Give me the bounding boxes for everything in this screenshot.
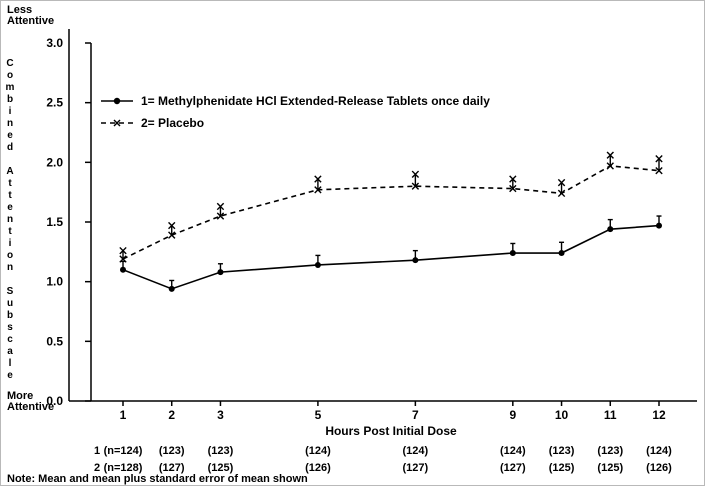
x-axis-title: Hours Post Initial Dose	[325, 424, 457, 438]
sample-size-value: (127)	[159, 462, 185, 474]
axis-end-label-more-line2: Attentive	[7, 401, 54, 413]
x-marker	[314, 175, 322, 183]
data-point-marker	[120, 266, 126, 273]
footnote: Note: Mean and mean plus standard error …	[7, 473, 308, 485]
x-marker	[119, 246, 127, 255]
sample-size-value: (125)	[208, 462, 234, 474]
x-marker	[411, 182, 420, 190]
series-line-2	[122, 165, 660, 260]
plot-series	[119, 151, 663, 292]
data-point-marker	[509, 250, 516, 257]
sample-size-value: (126)	[646, 462, 672, 474]
x-axis-ticks: 1 2 3 5 7 9 10 11 12	[120, 401, 666, 422]
x-marker	[216, 202, 225, 211]
sample-size-value: (123)	[597, 445, 623, 457]
x-marker	[606, 162, 614, 170]
axis-end-label-less-line1: Less	[7, 4, 32, 16]
legend-x-marker-placebo	[113, 119, 121, 127]
x-tick-label: 5	[315, 408, 322, 422]
x-tick-label: 10	[555, 408, 569, 422]
sample-size-value: (123)	[159, 445, 185, 457]
sample-size-table: 1 (n=124) (123) (123) (124) (124) (124) (123) (1…	[94, 445, 672, 474]
legend-label-placebo: 2= Placebo	[141, 116, 204, 130]
data-point-marker	[314, 261, 321, 268]
data-point-marker	[217, 269, 224, 276]
x-marker	[557, 178, 566, 187]
x-marker	[119, 255, 127, 263]
sample-size-value: (125)	[549, 462, 575, 474]
sample-size-value: (123)	[549, 445, 575, 457]
y-axis-title: Combined Attention Subscale	[4, 58, 16, 382]
sample-size-value: (124)	[305, 445, 331, 457]
x-tick-label: 2	[168, 408, 175, 422]
data-point-marker	[607, 226, 614, 233]
y-tick-label: 2.5	[46, 96, 63, 110]
sample-size-value: (n=128)	[104, 462, 143, 474]
sample-size-value: (127)	[403, 462, 429, 474]
axis-end-label-less-line2: Attentive	[7, 15, 54, 27]
x-marker	[606, 151, 614, 159]
legend: 1= Methylphenidate HCl Extended-Release …	[101, 94, 490, 130]
legend-marker-drug	[113, 97, 121, 105]
sample-size-value: (125)	[597, 462, 623, 474]
y-tick-label: 1.0	[46, 275, 63, 289]
x-tick-label: 9	[509, 408, 516, 422]
x-tick-label: 12	[652, 408, 666, 422]
x-marker	[216, 212, 225, 220]
data-point-marker	[412, 257, 419, 264]
legend-label-drug: 1= Methylphenidate HCl Extended-Release …	[141, 94, 490, 108]
x-marker	[557, 189, 566, 198]
x-marker	[411, 170, 420, 178]
data-point-marker	[168, 285, 175, 292]
y-tick-label: 1.5	[46, 215, 63, 229]
x-marker	[655, 166, 663, 175]
y-tick-label: 0.0	[46, 394, 63, 408]
x-marker	[168, 231, 176, 239]
x-tick-label: 1	[120, 408, 127, 422]
y-tick-label: 0.5	[46, 334, 63, 348]
sample-size-value: (124)	[500, 445, 526, 457]
x-marker	[509, 184, 517, 193]
data-point-marker	[558, 250, 565, 257]
sample-size-value: (123)	[208, 445, 234, 457]
data-point-marker	[656, 222, 662, 229]
sample-size-value: (124)	[403, 445, 429, 457]
sample-size-value: (126)	[305, 462, 331, 474]
sample-size-row-label: 2	[94, 462, 100, 474]
series-line-1	[122, 224, 660, 290]
y-axis-ticks: 0.0 0.5 1.0 1.5 2.0 2.5 3.0	[46, 36, 91, 408]
x-marker	[655, 155, 663, 163]
x-marker	[509, 175, 517, 183]
y-tick-label: 3.0	[46, 36, 63, 50]
x-tick-label: 3	[217, 408, 224, 422]
x-marker	[314, 186, 322, 194]
y-tick-label: 2.0	[46, 155, 63, 169]
x-marker	[168, 221, 176, 230]
x-tick-label: 11	[604, 408, 617, 422]
axis-end-label-more-line1: More	[7, 390, 33, 402]
sample-size-value: (124)	[646, 445, 672, 457]
sample-size-row-label: 1	[94, 445, 100, 457]
sample-size-value: (n=124)	[104, 445, 143, 457]
sample-size-value: (127)	[500, 462, 526, 474]
x-tick-label: 7	[412, 408, 419, 422]
